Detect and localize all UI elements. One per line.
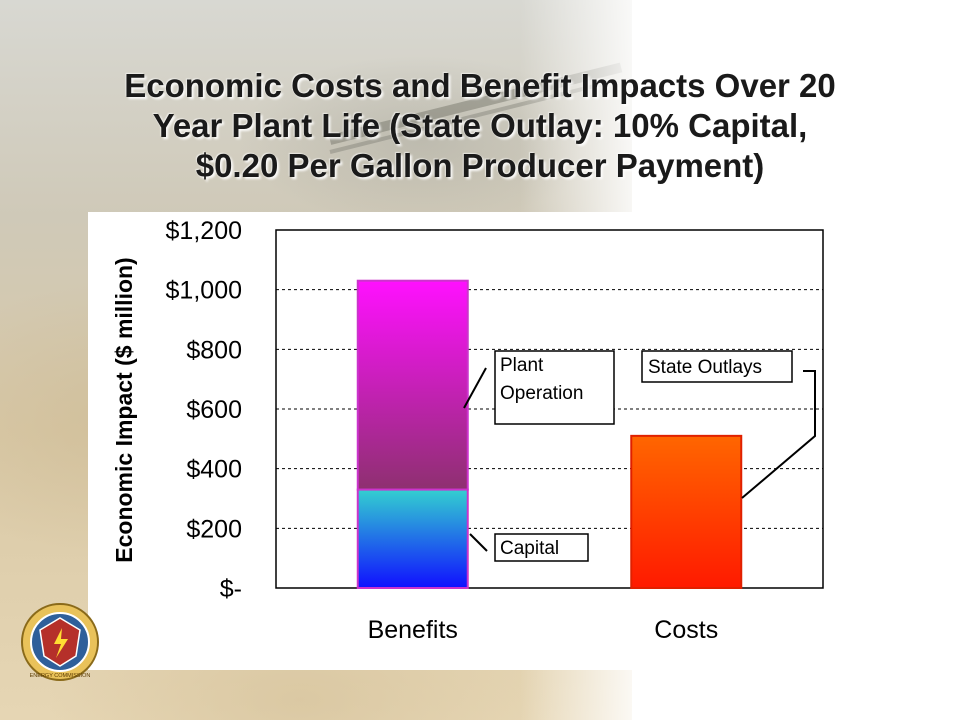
annotation-state-outlays: State Outlays [641, 350, 816, 499]
plot-area [275, 229, 824, 589]
title-line-3: $0.20 Per Gallon Producer Payment) [195, 147, 765, 184]
y-tick-label: $600 [186, 396, 242, 424]
bar-costs-state-outlays [630, 434, 743, 589]
slide-title: Economic Costs and Benefit Impacts Over … [80, 66, 880, 186]
category-label-costs: Costs [654, 616, 718, 644]
y-tick-label: $400 [186, 456, 242, 484]
callout-line-state-outlays [741, 370, 816, 499]
callout-line-capital [469, 533, 488, 552]
category-label-benefits: Benefits [368, 616, 458, 644]
callout-box-plant-operation [494, 350, 615, 425]
callout-text-operation: Operation [500, 383, 583, 404]
callout-text-plant: Plant [500, 355, 544, 376]
seal-text: ENERGY COMMISSION [30, 673, 91, 679]
category-labels: Benefits Costs [368, 616, 719, 644]
california-energy-commission-seal-icon: ENERGY COMMISSION [21, 603, 99, 681]
callout-text-capital: Capital [500, 538, 559, 559]
callout-text-state-outlays: State Outlays [648, 357, 762, 378]
annotation-plant-operation: Plant Operation [463, 350, 615, 425]
callout-box-capital [494, 533, 589, 562]
bar-benefits-plant-operation [356, 279, 469, 491]
y-tick-labels: $- $200 $400 $600 $800 $1,000 $1,200 [166, 217, 242, 603]
y-tick-label: $1,000 [166, 277, 242, 305]
annotation-capital: Capital [469, 533, 589, 562]
y-tick-label: $- [220, 575, 242, 603]
title-line-1: Economic Costs and Benefit Impacts Over … [124, 67, 836, 104]
y-tick-label: $1,200 [166, 217, 242, 245]
callout-line-plant-operation [463, 367, 487, 409]
y-tick-label: $800 [186, 336, 242, 364]
y-tick-label: $200 [186, 515, 242, 543]
title-line-2: Year Plant Life (State Outlay: 10% Capit… [152, 107, 808, 144]
y-axis-label: Economic Impact ($ million) [111, 257, 137, 562]
bars [356, 279, 743, 589]
bar-benefits-capital [356, 488, 469, 589]
callout-box-state-outlays [641, 350, 793, 383]
